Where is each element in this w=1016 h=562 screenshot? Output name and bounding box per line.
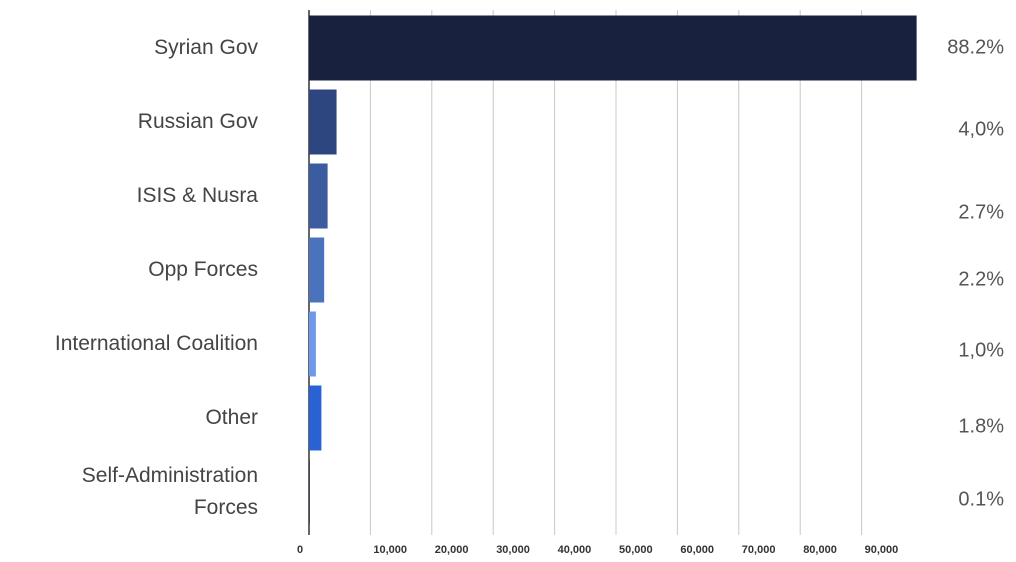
bar [309, 459, 310, 525]
x-tick-label: 30,000 [496, 544, 530, 556]
bar [309, 89, 337, 155]
category-label: Opp Forces [148, 258, 258, 281]
bar [309, 237, 325, 303]
value-label: 4,0% [958, 118, 1004, 141]
bar [309, 311, 316, 377]
x-tick-label: 10,000 [373, 544, 407, 556]
x-tick-label: 90,000 [865, 544, 899, 556]
x-tick-label: 50,000 [619, 544, 653, 556]
x-tick-label: 40,000 [558, 544, 592, 556]
bar [309, 385, 322, 451]
value-label: 1,0% [958, 339, 1004, 362]
x-tick-label: 80,000 [803, 544, 837, 556]
category-label: Russian Gov [137, 110, 258, 133]
category-label: Other [205, 406, 258, 429]
category-label: ISIS & Nusra [136, 184, 258, 207]
value-label: 2.2% [958, 268, 1004, 291]
category-label: Self-Administration Forces [81, 464, 258, 519]
category-label: International Coalition [54, 332, 258, 355]
value-label: 0.1% [958, 488, 1004, 511]
x-tick-label: 0 [297, 544, 303, 556]
bar [309, 15, 917, 81]
value-label: 88.2% [947, 36, 1004, 59]
bar [309, 163, 328, 229]
x-tick-label: 60,000 [680, 544, 714, 556]
x-tick-label: 20,000 [435, 544, 469, 556]
value-label: 1.8% [958, 415, 1004, 438]
value-label: 2.7% [958, 201, 1004, 224]
x-tick-label: 70,000 [742, 544, 776, 556]
category-label: Syrian Gov [154, 36, 258, 59]
